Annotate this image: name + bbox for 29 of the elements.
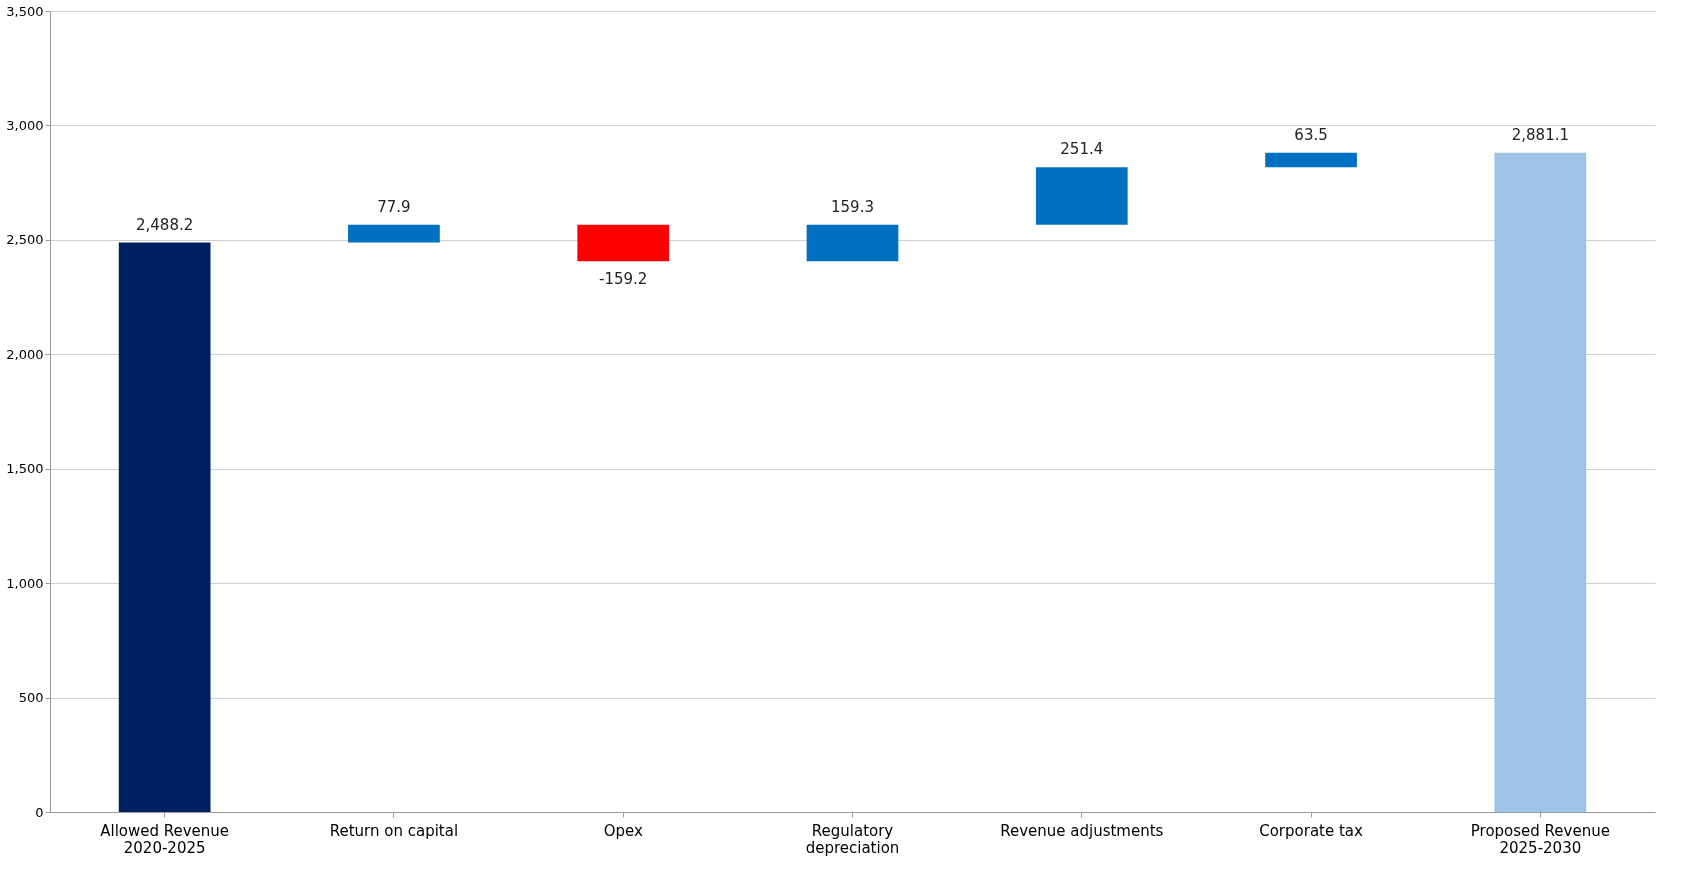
data-label: 159.3 (831, 197, 874, 216)
bar (1494, 152, 1587, 812)
bar (118, 242, 211, 812)
x-tick-label: Regulatory depreciation (805, 821, 900, 857)
data-label: 2,881.1 (1511, 125, 1569, 144)
data-label: 251.4 (1060, 140, 1104, 159)
bar (806, 224, 899, 262)
x-tick-label: Return on capital (329, 821, 459, 840)
y-tick-label: 2,500 (6, 232, 44, 248)
y-tick-label: 500 (18, 690, 44, 706)
data-label: -159.2 (599, 270, 648, 289)
x-tick-label: Corporate tax (1259, 821, 1364, 840)
y-tick-label: 3,500 (6, 3, 44, 19)
y-tick-label: 0 (35, 804, 44, 820)
bar (577, 224, 670, 262)
y-tick-label: 1,000 (6, 575, 44, 591)
bar (1035, 167, 1128, 225)
bar (1265, 152, 1357, 168)
data-label: 63.5 (1294, 125, 1328, 144)
y-tick-label: 2,000 (6, 346, 44, 362)
data-label: 77.9 (377, 197, 411, 216)
y-tick-label: 1,500 (6, 461, 44, 477)
y-tick-label: 3,000 (6, 117, 44, 133)
x-tick-label: Revenue adjustments (1000, 821, 1164, 840)
data-label: 2,488.2 (136, 215, 194, 234)
bar (348, 224, 440, 243)
x-tick-label: Allowed Revenue 2020-2025 (100, 821, 230, 857)
x-tick-label: Opex (603, 821, 643, 840)
x-tick-label: Proposed Revenue 2025-2030 (1470, 821, 1610, 857)
